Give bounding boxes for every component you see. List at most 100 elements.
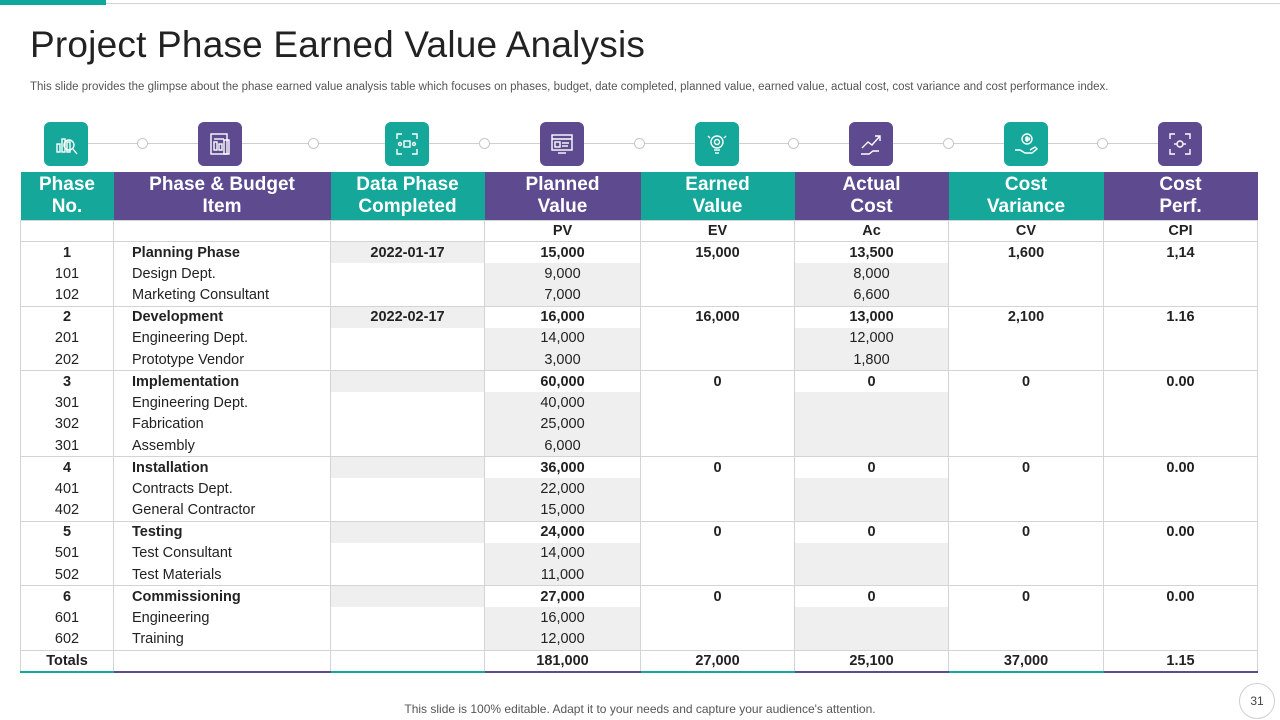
phase-row: 1 Planning Phase 2022-01-17 15,000 15,000 13,… [20, 241, 1258, 263]
cost-performance-cell: 1,14 [1103, 241, 1258, 263]
planned-value-cell: 16,000 [484, 607, 641, 629]
planned-value-cell: 24,000 [484, 520, 641, 543]
actual-cost-cell: 8,000 [794, 263, 949, 285]
planned-value-cell: 15,000 [484, 499, 641, 521]
budget-item-cell: Engineering Dept. [113, 327, 331, 349]
totals-item [113, 649, 331, 673]
planned-value-cell: 3,000 [484, 349, 641, 371]
planned-value-cell: 60,000 [484, 370, 641, 392]
connector-dot [634, 138, 645, 149]
cost-variance-cell [948, 499, 1104, 521]
budget-item-cell: Planning Phase [113, 241, 331, 263]
phase-number-cell: 602 [20, 628, 114, 650]
actual-cost-cell [794, 413, 949, 435]
abbr-cell: CPI [1103, 219, 1258, 242]
cost-performance-cell [1103, 564, 1258, 586]
phase-number-cell: 5 [20, 520, 114, 543]
sub-item-row: 602 Training 12,000 [20, 628, 1258, 650]
phase-number-cell: 301 [20, 435, 114, 457]
sub-item-row: 402 General Contractor 15,000 [20, 499, 1258, 521]
date-completed-cell: 2022-01-17 [330, 241, 485, 263]
actual-cost-cell: 0 [794, 370, 949, 392]
date-completed-cell [330, 478, 485, 500]
planned-value-cell: 9,000 [484, 263, 641, 285]
phase-row: 2 Development 2022-02-17 16,000 16,000 13,000… [20, 305, 1258, 328]
budget-item-cell: Prototype Vendor [113, 349, 331, 371]
header-date-completed: Data Phase Completed [330, 172, 485, 220]
slide-title: Project Phase Earned Value Analysis [30, 24, 646, 65]
cost-variance-cell: 1,600 [948, 241, 1104, 263]
workflow-icon [1158, 122, 1202, 166]
earned-value-cell [640, 327, 795, 349]
date-completed-cell [330, 520, 485, 543]
cost-performance-cell [1103, 327, 1258, 349]
cost-variance-cell: 0 [948, 456, 1104, 478]
actual-cost-cell [794, 499, 949, 521]
connector-dot [1097, 138, 1108, 149]
earned-value-cell [640, 564, 795, 586]
budget-item-cell: Test Consultant [113, 542, 331, 564]
icon-connector-line [64, 143, 1180, 144]
cost-performance-cell: 0.00 [1103, 456, 1258, 478]
abbr-cell: EV [640, 219, 795, 242]
cost-performance-cell [1103, 349, 1258, 371]
earned-value-cell: 15,000 [640, 241, 795, 263]
cost-variance-cell [948, 413, 1104, 435]
planned-value-cell: 40,000 [484, 392, 641, 414]
date-completed-cell [330, 327, 485, 349]
slide-subtitle: This slide provides the glimpse about th… [30, 81, 1109, 93]
cost-performance-cell [1103, 499, 1258, 521]
earned-value-cell [640, 607, 795, 629]
cost-variance-cell [948, 607, 1104, 629]
connector-dot [943, 138, 954, 149]
planned-value-cell: 7,000 [484, 284, 641, 306]
connector-dot [479, 138, 490, 149]
budget-item-cell: Fabrication [113, 413, 331, 435]
earned-value-cell [640, 435, 795, 457]
table-header-row: Phase No. Phase & Budget Item Data Phase Co… [20, 172, 1258, 220]
planned-value-cell: 22,000 [484, 478, 641, 500]
header-earned-value: Earned Value [640, 172, 795, 220]
dashboard-icon [540, 122, 584, 166]
actual-cost-cell: 0 [794, 585, 949, 607]
earned-value-cell [640, 392, 795, 414]
planned-value-cell: 11,000 [484, 564, 641, 586]
budget-item-cell: Testing [113, 520, 331, 543]
cost-variance-cell: 0 [948, 585, 1104, 607]
sub-item-row: 601 Engineering 16,000 [20, 607, 1258, 629]
earned-value-cell [640, 499, 795, 521]
cost-performance-cell [1103, 435, 1258, 457]
cost-variance-cell [948, 349, 1104, 371]
cost-variance-cell [948, 628, 1104, 650]
money-hand-icon [1004, 122, 1048, 166]
earned-value-cell [640, 413, 795, 435]
phase-number-cell: 2 [20, 305, 114, 328]
cost-performance-cell [1103, 478, 1258, 500]
sub-item-row: 302 Fabrication 25,000 [20, 413, 1258, 435]
budget-item-cell: Installation [113, 456, 331, 478]
actual-cost-cell [794, 435, 949, 457]
date-completed-cell [330, 607, 485, 629]
date-completed-cell [330, 564, 485, 586]
cost-variance-cell: 0 [948, 520, 1104, 543]
phase-number-cell: 202 [20, 349, 114, 371]
cost-variance-cell: 0 [948, 370, 1104, 392]
actual-cost-cell [794, 542, 949, 564]
connector-dot [308, 138, 319, 149]
actual-cost-cell: 12,000 [794, 327, 949, 349]
process-flow-icon [385, 122, 429, 166]
budget-item-cell: Marketing Consultant [113, 284, 331, 306]
phase-number-cell: 6 [20, 585, 114, 607]
phase-number-cell: 201 [20, 327, 114, 349]
header-actual-cost: Actual Cost [794, 172, 949, 220]
idea-gear-icon [695, 122, 739, 166]
budget-item-cell: General Contractor [113, 499, 331, 521]
analytics-icon [44, 122, 88, 166]
date-completed-cell [330, 284, 485, 306]
abbreviation-row: PV EV Ac CV CPI [20, 219, 1258, 242]
phase-row: 4 Installation 36,000 0 0 0 0.00 [20, 456, 1258, 478]
cost-variance-cell [948, 478, 1104, 500]
cost-performance-cell [1103, 392, 1258, 414]
earned-value-cell: 0 [640, 456, 795, 478]
cost-performance-cell [1103, 542, 1258, 564]
